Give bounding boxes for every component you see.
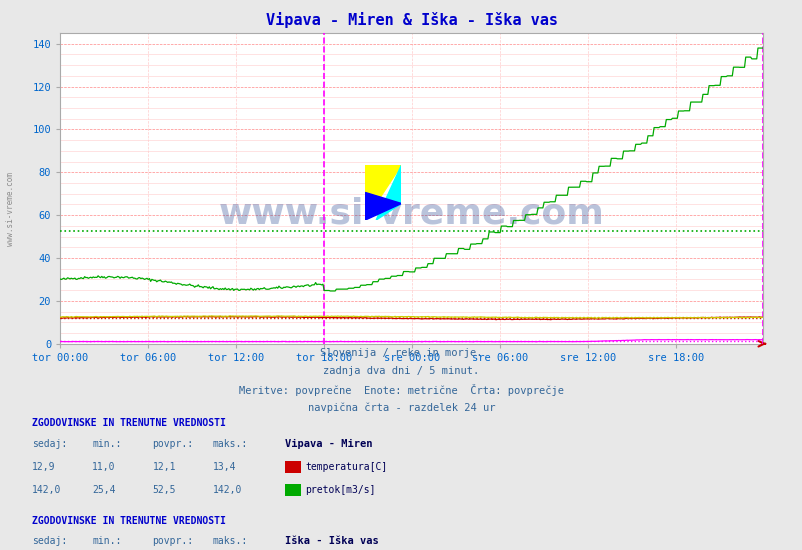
Text: navpična črta - razdelek 24 ur: navpična črta - razdelek 24 ur xyxy=(307,402,495,412)
Polygon shape xyxy=(375,165,401,220)
Text: Slovenija / reke in morje.: Slovenija / reke in morje. xyxy=(320,348,482,358)
Text: Vipava - Miren: Vipava - Miren xyxy=(285,439,372,449)
Text: 25,4: 25,4 xyxy=(92,485,115,496)
Text: 11,0: 11,0 xyxy=(92,462,115,472)
Text: min.:: min.: xyxy=(92,439,122,449)
Text: 52,5: 52,5 xyxy=(152,485,176,496)
Text: povpr.:: povpr.: xyxy=(152,439,193,449)
Text: 142,0: 142,0 xyxy=(32,485,62,496)
Text: sedaj:: sedaj: xyxy=(32,439,67,449)
Text: maks.:: maks.: xyxy=(213,439,248,449)
Text: Iška - Iška vas: Iška - Iška vas xyxy=(285,536,379,547)
Text: 13,4: 13,4 xyxy=(213,462,236,472)
Text: maks.:: maks.: xyxy=(213,536,248,547)
Polygon shape xyxy=(365,192,401,220)
Text: pretok[m3/s]: pretok[m3/s] xyxy=(305,485,375,496)
Text: zadnja dva dni / 5 minut.: zadnja dva dni / 5 minut. xyxy=(323,366,479,376)
Text: Meritve: povprečne  Enote: metrične  Črta: povprečje: Meritve: povprečne Enote: metrične Črta:… xyxy=(239,384,563,396)
Text: 142,0: 142,0 xyxy=(213,485,242,496)
Text: temperatura[C]: temperatura[C] xyxy=(305,462,387,472)
Text: 12,1: 12,1 xyxy=(152,462,176,472)
Text: www.si-vreme.com: www.si-vreme.com xyxy=(6,172,15,246)
Text: ZGODOVINSKE IN TRENUTNE VREDNOSTI: ZGODOVINSKE IN TRENUTNE VREDNOSTI xyxy=(32,515,225,526)
Text: povpr.:: povpr.: xyxy=(152,536,193,547)
Text: www.si-vreme.com: www.si-vreme.com xyxy=(218,196,604,230)
Text: ZGODOVINSKE IN TRENUTNE VREDNOSTI: ZGODOVINSKE IN TRENUTNE VREDNOSTI xyxy=(32,418,225,428)
Text: min.:: min.: xyxy=(92,536,122,547)
Text: sedaj:: sedaj: xyxy=(32,536,67,547)
Title: Vipava - Miren & Iška - Iška vas: Vipava - Miren & Iška - Iška vas xyxy=(265,12,557,28)
Text: 12,9: 12,9 xyxy=(32,462,55,472)
Polygon shape xyxy=(365,165,401,220)
